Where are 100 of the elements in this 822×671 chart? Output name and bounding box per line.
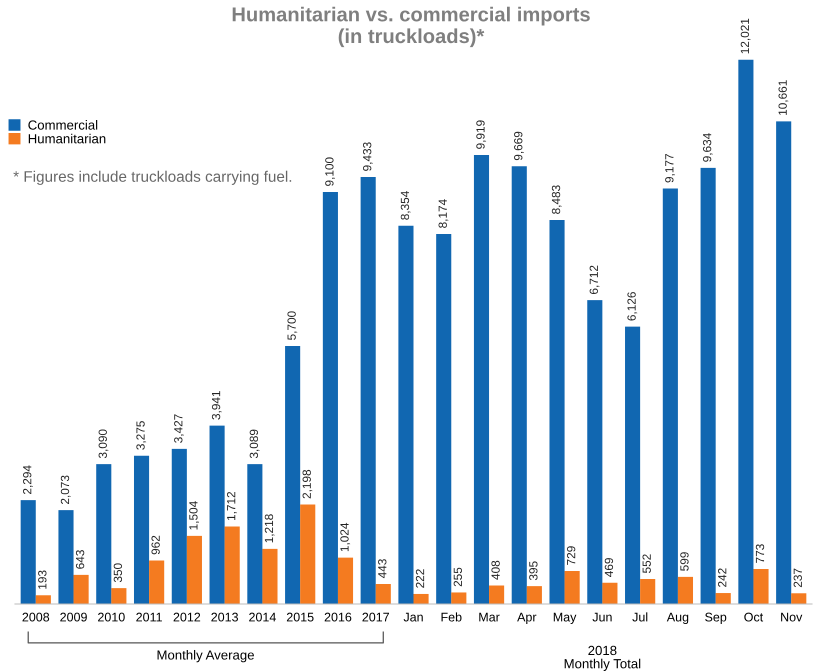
x-tick-label: 2009 — [60, 612, 87, 622]
x-tick-label: Jun — [592, 612, 612, 622]
data-label: 222 — [416, 569, 424, 588]
bar — [489, 586, 504, 604]
data-label: 443 — [378, 559, 386, 578]
bar — [172, 448, 187, 604]
bar — [398, 226, 414, 604]
data-label: 6,712 — [590, 266, 600, 294]
annotation: * Figures include truckloads carrying fuel. — [13, 170, 292, 185]
x-tick-label: Jul — [632, 612, 648, 622]
bar — [262, 548, 278, 604]
legend-label: Commercial — [28, 120, 98, 130]
x-tick-label: Feb — [442, 612, 462, 622]
x-tick-label: 2017 — [362, 612, 390, 622]
bar — [134, 456, 150, 604]
data-label: 8,483 — [552, 185, 562, 214]
data-label: 12,021 — [740, 18, 750, 54]
x-tick-label: Aug — [666, 612, 688, 624]
x-tick-label: Mar — [479, 612, 500, 622]
bar — [111, 588, 126, 604]
data-label: 2,073 — [60, 476, 71, 504]
bar — [210, 426, 225, 604]
x-tick-label: 2013 — [211, 612, 238, 622]
bar — [451, 592, 466, 604]
data-label: 8,354 — [400, 191, 411, 220]
x-tick-label: 2016 — [324, 612, 352, 622]
data-label: 350 — [114, 563, 122, 582]
data-label: 729 — [566, 546, 576, 565]
bar — [149, 560, 164, 604]
x-tick-label: Apr — [517, 612, 536, 624]
bar — [526, 586, 542, 604]
data-label: 9,669 — [514, 132, 524, 160]
data-label: 1,218 — [264, 514, 275, 542]
data-label: 1,024 — [340, 522, 350, 552]
data-label: 242 — [718, 568, 726, 587]
bar — [716, 593, 731, 604]
bar — [376, 584, 391, 604]
x-tick-label: Oct — [744, 612, 764, 622]
bar — [414, 594, 429, 604]
data-label: 9,177 — [665, 154, 675, 182]
bar — [360, 176, 376, 604]
data-label: 5,700 — [287, 311, 298, 340]
data-label: 599 — [680, 552, 689, 571]
data-label: 1,712 — [227, 492, 237, 520]
bar — [625, 326, 640, 604]
bar — [247, 464, 262, 604]
bar — [753, 569, 769, 604]
data-label: 9,433 — [362, 142, 373, 171]
bar — [338, 558, 354, 604]
bar — [791, 593, 806, 604]
data-label: 6,126 — [627, 292, 638, 321]
x-tick-label: May — [554, 612, 576, 624]
bar — [564, 570, 580, 604]
bar — [96, 464, 112, 604]
x-tick-label: 2011 — [136, 612, 162, 622]
x-tick-label: Nov — [781, 612, 802, 622]
bar — [640, 579, 656, 604]
data-label: 3,089 — [250, 430, 260, 458]
bar — [512, 166, 527, 604]
bar — [700, 168, 716, 604]
data-label: 9,919 — [476, 120, 486, 149]
text: Monthly Average — [158, 650, 254, 662]
bar — [36, 595, 51, 604]
data-label: 2,294 — [23, 465, 33, 494]
x-tick-label: 2010 — [98, 612, 125, 622]
text: 2018 Monthly Total — [564, 646, 640, 671]
data-label: 10,661 — [778, 80, 788, 115]
data-label: 469 — [604, 558, 614, 577]
data-label: 1,504 — [189, 501, 199, 530]
bar — [74, 574, 89, 604]
data-label: 3,427 — [174, 414, 184, 443]
bar — [587, 300, 602, 604]
bar — [776, 121, 792, 604]
x-tick-label: 2012 — [174, 612, 200, 622]
x-tick-label: 2015 — [286, 612, 314, 622]
data-label: 395 — [529, 561, 538, 580]
bar — [662, 188, 678, 604]
data-label: 255 — [454, 568, 462, 586]
bar — [474, 154, 490, 604]
legend-label: Humanitarian — [28, 134, 106, 144]
chart-title: Humanitarian vs. commercial imports (in truckloads)* — [232, 6, 590, 48]
bar — [738, 60, 754, 604]
data-label: 3,275 — [136, 421, 146, 450]
data-label: 8,174 — [438, 199, 448, 228]
data-label: 237 — [794, 568, 802, 588]
x-tick-label: Sep — [705, 612, 726, 624]
bar — [300, 504, 316, 604]
data-label: 773 — [756, 544, 764, 563]
data-label: 9,634 — [702, 133, 713, 162]
data-label: 9,100 — [325, 157, 335, 186]
data-label: 643 — [76, 550, 84, 569]
bar — [549, 220, 565, 604]
bar — [58, 510, 74, 604]
bar — [436, 234, 452, 604]
x-tick-label: Jan — [404, 612, 423, 622]
x-tick-label: 2008 — [22, 612, 50, 622]
bar — [678, 576, 694, 604]
bar — [285, 346, 300, 604]
data-label: 408 — [491, 560, 500, 580]
data-label: 3,941 — [212, 391, 222, 420]
